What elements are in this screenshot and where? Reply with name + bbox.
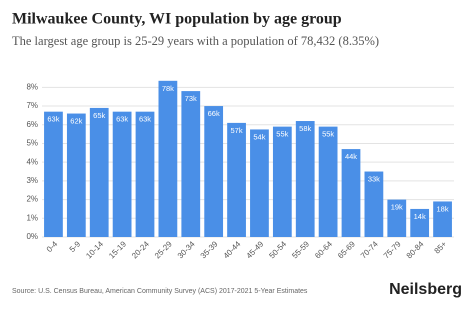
x-tick-label: 5-9 bbox=[68, 239, 83, 254]
bar bbox=[158, 80, 178, 238]
y-tick-label: 2% bbox=[26, 195, 38, 204]
bar bbox=[66, 113, 86, 237]
bar bbox=[410, 208, 430, 237]
y-tick-label: 6% bbox=[26, 120, 38, 129]
bar bbox=[204, 106, 224, 237]
bar bbox=[250, 129, 269, 237]
x-tick-label: 20-24 bbox=[130, 239, 151, 260]
x-tick-label: 75-79 bbox=[382, 239, 403, 260]
data-label: 54k bbox=[253, 132, 265, 141]
data-label: 19k bbox=[391, 203, 403, 212]
bar bbox=[433, 201, 452, 237]
x-tick-label: 35-39 bbox=[199, 239, 220, 260]
x-tick-label: 30-34 bbox=[176, 239, 197, 260]
bar bbox=[112, 111, 132, 237]
y-tick-label: 7% bbox=[26, 101, 38, 110]
bar bbox=[364, 171, 384, 237]
x-tick-label: 25-29 bbox=[153, 239, 174, 260]
data-label: 33k bbox=[368, 175, 380, 184]
x-tick-label: 55-59 bbox=[290, 239, 311, 260]
data-label: 73k bbox=[185, 94, 197, 103]
bar bbox=[295, 121, 315, 237]
x-tick-label: 60-64 bbox=[313, 239, 334, 260]
x-tick-label: 15-19 bbox=[107, 239, 128, 260]
x-tick-label: 0-4 bbox=[45, 239, 60, 254]
bar bbox=[318, 126, 338, 237]
bar bbox=[341, 149, 361, 237]
data-label: 57k bbox=[231, 126, 243, 135]
data-label: 44k bbox=[345, 152, 357, 161]
data-label: 63k bbox=[139, 115, 151, 124]
data-label: 63k bbox=[116, 115, 128, 124]
bar bbox=[44, 111, 63, 237]
data-label: 58k bbox=[299, 124, 311, 133]
data-label: 55k bbox=[322, 130, 334, 139]
data-label: 78k bbox=[162, 84, 174, 93]
y-tick-label: 5% bbox=[26, 139, 38, 148]
bar bbox=[227, 122, 246, 237]
x-tick-label: 85+ bbox=[432, 239, 448, 255]
x-tick-label: 40-44 bbox=[222, 239, 243, 260]
y-tick-label: 1% bbox=[26, 213, 38, 222]
data-label: 62k bbox=[70, 117, 82, 126]
y-tick-label: 3% bbox=[26, 176, 38, 185]
y-tick-label: 4% bbox=[26, 157, 38, 166]
brand-logo: Neilsberg bbox=[389, 281, 462, 298]
chart-title: Milwaukee County, WI population by age g… bbox=[12, 11, 342, 28]
chart-subtitle: The largest age group is 25-29 years wit… bbox=[12, 34, 379, 48]
x-tick-label: 65-69 bbox=[336, 239, 357, 260]
bar bbox=[89, 107, 109, 237]
y-tick-label: 8% bbox=[26, 82, 38, 91]
data-label: 18k bbox=[437, 204, 449, 213]
x-tick-label: 10-14 bbox=[84, 239, 105, 260]
x-tick-label: 45-49 bbox=[245, 239, 266, 260]
y-tick-label: 0% bbox=[26, 232, 38, 241]
data-label: 14k bbox=[414, 212, 426, 221]
bar bbox=[135, 111, 155, 237]
bar bbox=[272, 126, 292, 237]
bar bbox=[181, 91, 201, 237]
data-label: 55k bbox=[276, 130, 288, 139]
bar bbox=[387, 199, 407, 237]
data-label: 63k bbox=[47, 115, 59, 124]
source-note: Source: U.S. Census Bureau, American Com… bbox=[12, 288, 308, 295]
x-tick-label: 70-74 bbox=[359, 239, 380, 260]
data-label: 65k bbox=[93, 111, 105, 120]
x-tick-label: 80-84 bbox=[405, 239, 426, 260]
data-label: 66k bbox=[208, 109, 220, 118]
x-tick-label: 50-54 bbox=[267, 239, 288, 260]
